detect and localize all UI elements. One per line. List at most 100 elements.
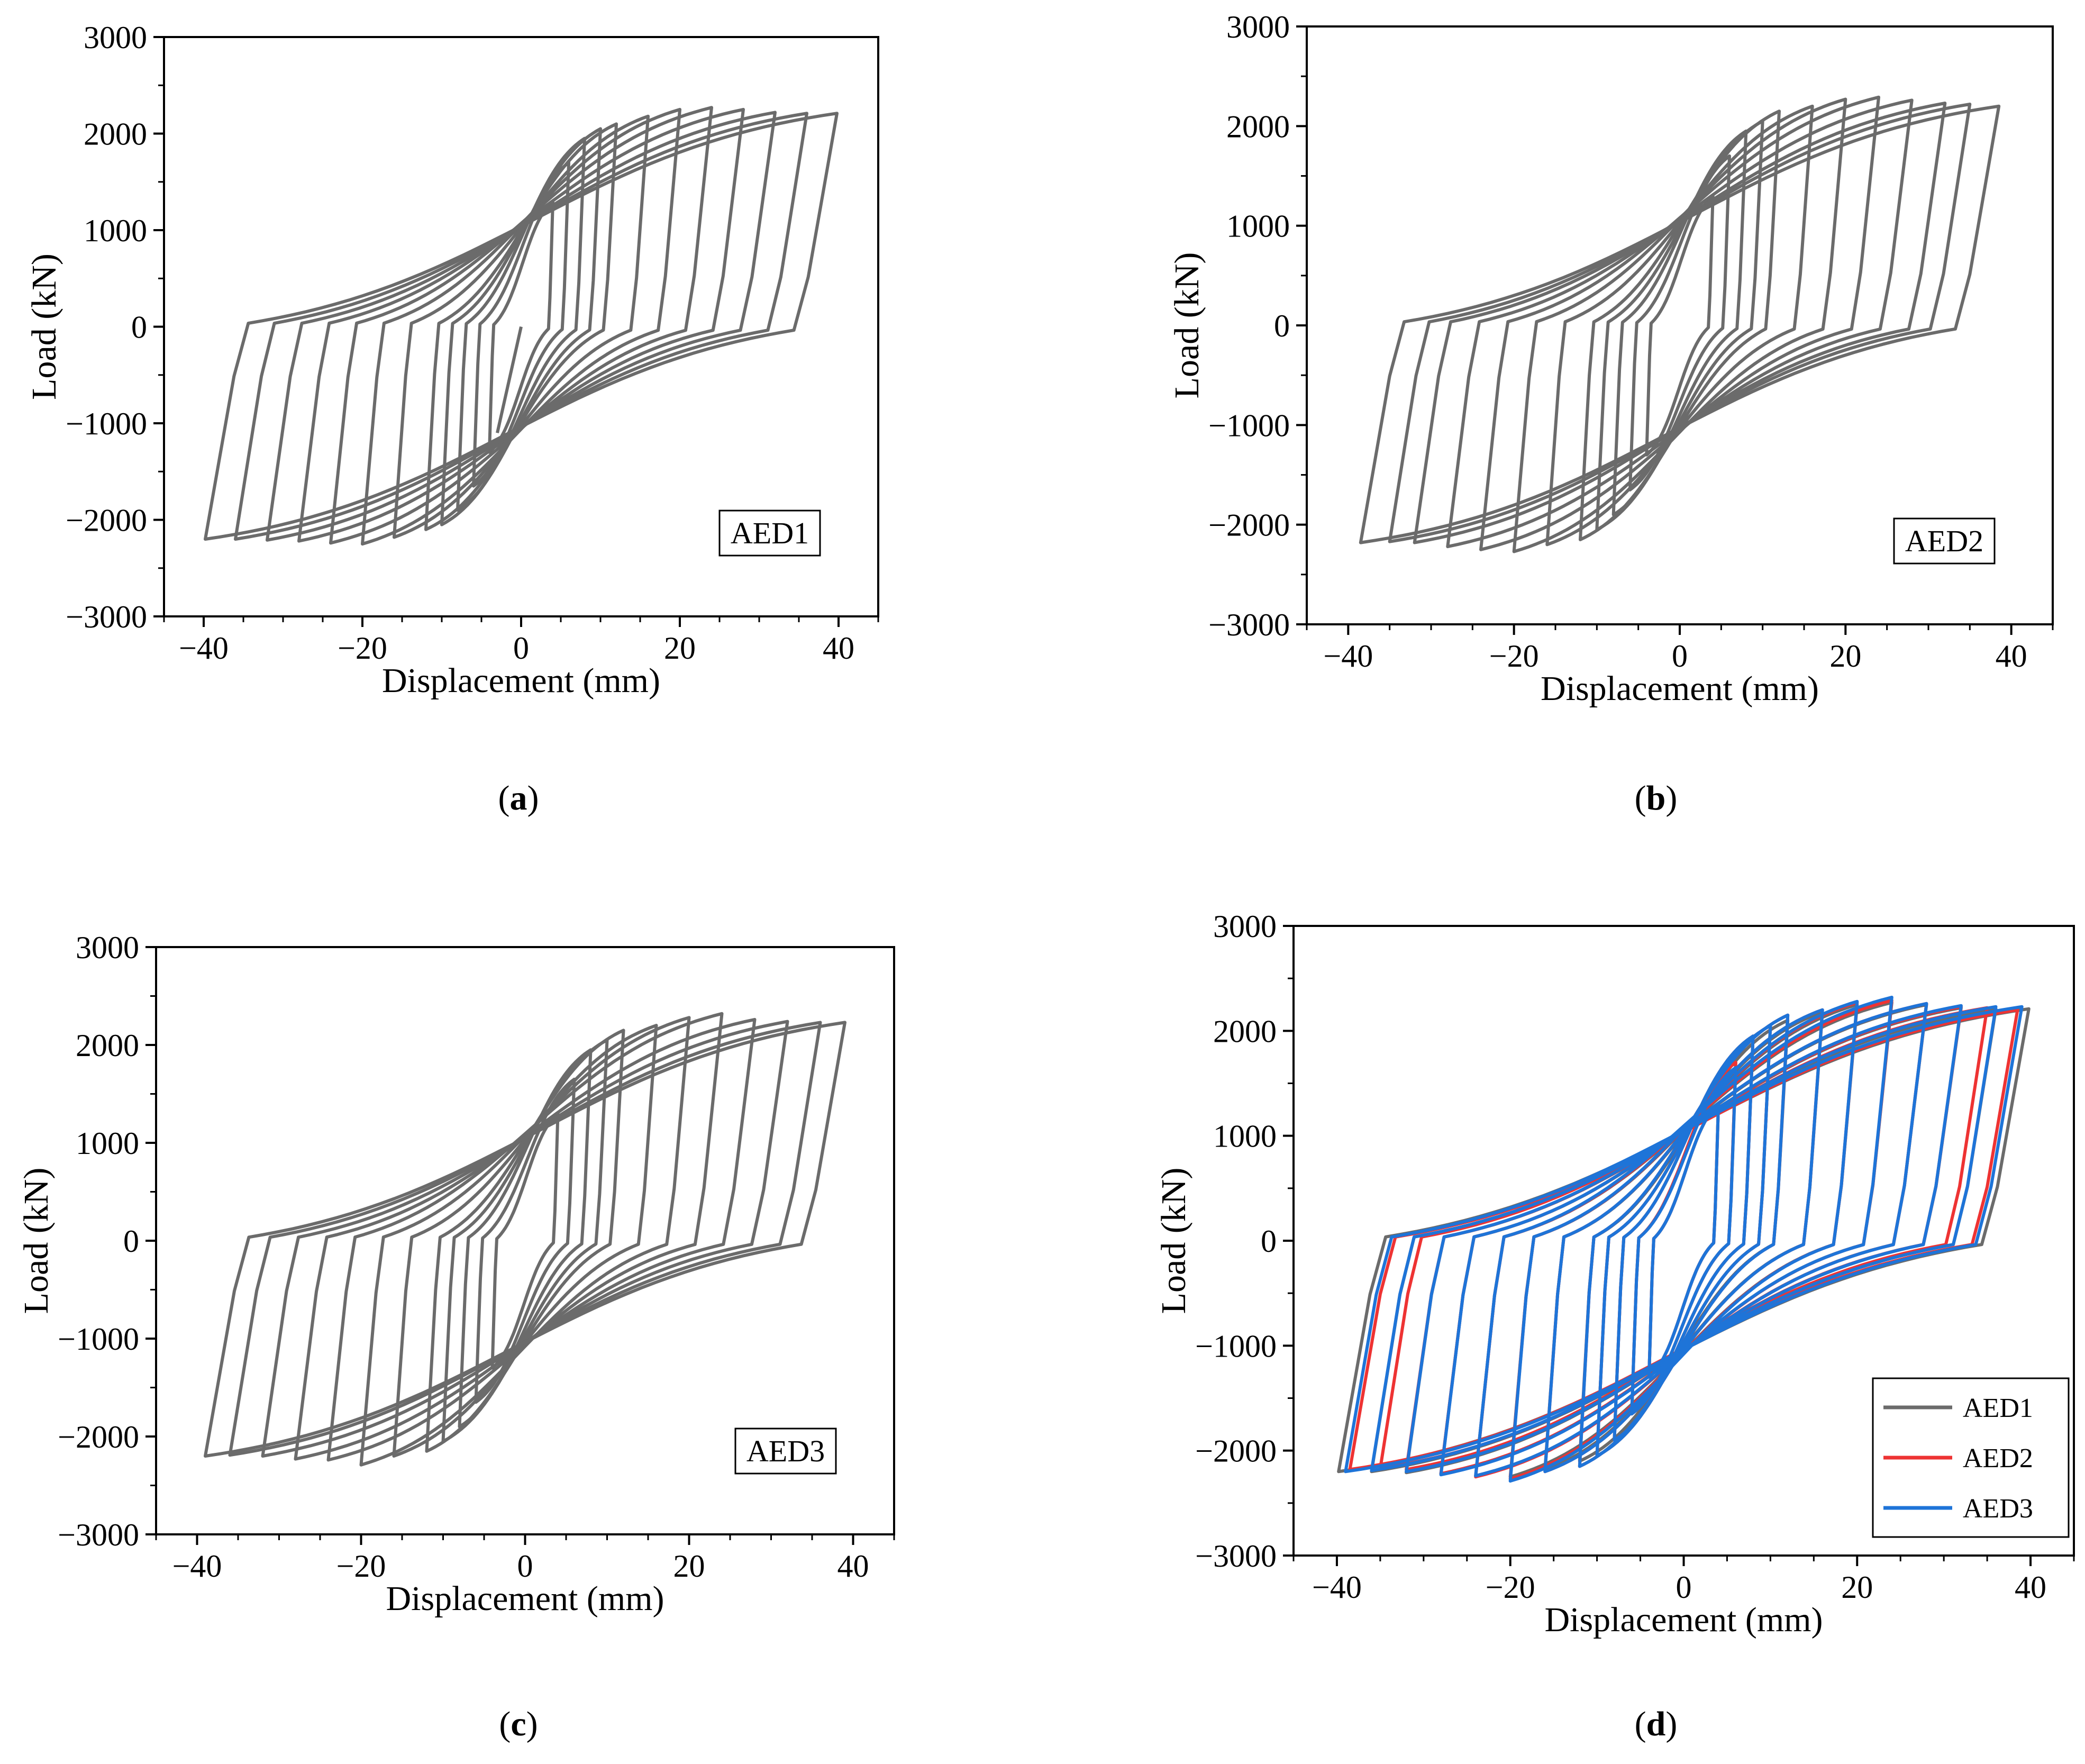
hysteresis-loop	[1578, 1013, 1790, 1468]
hysteresis-loop	[1628, 154, 1731, 492]
y-axis-title: Load (kN)	[1168, 252, 1206, 399]
hysteresis-loop	[1439, 1002, 1928, 1477]
y-tick-label: 0	[1261, 1224, 1277, 1259]
initial-loading-line	[496, 326, 523, 433]
hysteresis-loop	[261, 1020, 789, 1458]
caption-close: )	[526, 1705, 538, 1743]
hysteresis-loop	[1405, 1004, 1963, 1474]
legend-label-AED3: AED3	[1963, 1494, 2033, 1524]
x-tick-label: 20	[673, 1549, 705, 1584]
x-tick-label: 40	[1996, 639, 2027, 674]
series-AED3	[204, 1012, 846, 1467]
y-tick-label: 2000	[84, 117, 147, 152]
panel-caption: (d)	[1635, 1705, 1678, 1743]
plot-area	[1359, 95, 2001, 553]
hysteresis-loop	[204, 112, 839, 541]
y-tick-label: −2000	[1208, 508, 1290, 543]
hysteresis-loop	[1630, 1066, 1737, 1416]
hysteresis-loop	[1579, 110, 1781, 541]
hysteresis-loop	[425, 1029, 625, 1453]
x-tick-label: −20	[1489, 639, 1539, 674]
y-tick-label: 1000	[1226, 209, 1290, 244]
hysteresis-loop	[392, 1024, 658, 1458]
hysteresis-loop	[474, 1077, 576, 1404]
x-tick-label: 0	[1676, 1570, 1692, 1605]
hysteresis-loop	[424, 122, 618, 531]
hysteresis-loop	[440, 127, 602, 526]
x-tick-label: −40	[179, 631, 229, 666]
hysteresis-loop	[228, 1021, 822, 1457]
hysteresis-loop	[234, 112, 808, 541]
x-tick-label: −20	[336, 1549, 386, 1584]
x-tick-label: 0	[513, 631, 529, 666]
caption-close: )	[1665, 779, 1677, 817]
caption-open: (	[1635, 1705, 1646, 1743]
hysteresis-loop	[1630, 1060, 1737, 1416]
x-tick-label: −20	[1486, 1570, 1535, 1605]
x-tick-label: 0	[1672, 639, 1688, 674]
hysteresis-loop	[294, 1017, 757, 1461]
plot-area	[1337, 995, 2031, 1483]
legend-label-AED1: AED1	[1963, 1393, 2033, 1423]
series-label: AED1	[731, 516, 809, 550]
series-label: AED3	[746, 1434, 825, 1468]
x-axis-title: Displacement (mm)	[382, 661, 660, 700]
chart-panel-c: −40 −20 0 20 40 −3000 −2000 −1000 0 1000 2000 3000 D…	[17, 930, 895, 1743]
hysteresis-loop	[204, 1021, 846, 1458]
x-tick-label: 0	[517, 1549, 533, 1584]
hysteresis-loop	[1543, 1008, 1824, 1474]
plot-area	[204, 1012, 846, 1467]
y-tick-label: 0	[123, 1224, 139, 1259]
y-tick-label: −1000	[58, 1322, 139, 1357]
x-tick-label: 20	[1829, 639, 1861, 674]
hysteresis-loop	[1359, 104, 2001, 544]
caption-letter: c	[511, 1705, 526, 1743]
chart-panel-a: −40 −20 0 20 40 −3000 −2000 −1000 0 1000 2000 3000 D…	[25, 20, 879, 817]
hysteresis-loop	[1446, 98, 1914, 549]
y-tick-label: −2000	[1195, 1434, 1277, 1469]
caption-letter: b	[1646, 779, 1666, 817]
series-label-box	[718, 510, 821, 557]
y-axis-title: Load (kN)	[25, 253, 63, 400]
caption-open: (	[1635, 779, 1646, 817]
y-tick-label: 3000	[84, 20, 147, 55]
x-axis-title: Displacement (mm)	[1544, 1601, 1823, 1639]
y-tick-label: 2000	[1213, 1014, 1277, 1049]
y-tick-label: −1000	[1208, 408, 1290, 443]
caption-close: )	[1665, 1705, 1677, 1743]
series-label-box	[1893, 517, 1996, 565]
x-tick-label: −20	[338, 631, 387, 666]
y-tick-label: −1000	[66, 406, 147, 441]
y-tick-label: −3000	[1195, 1539, 1277, 1574]
y-tick-label: −3000	[66, 599, 147, 634]
hysteresis-loop	[297, 107, 745, 543]
hysteresis-loop	[1512, 97, 1847, 553]
hysteresis-loop	[1413, 102, 1947, 544]
hysteresis-loop	[1344, 1005, 2024, 1474]
y-tick-label: −2000	[58, 1420, 139, 1454]
caption-open: (	[499, 1705, 511, 1743]
series-AED3	[1344, 995, 2024, 1483]
series-AED2	[1359, 95, 2001, 553]
y-tick-label: 3000	[76, 930, 139, 965]
x-tick-label: 20	[664, 631, 696, 666]
y-tick-label: −3000	[58, 1517, 139, 1552]
hysteresis-loop	[266, 111, 777, 542]
y-tick-label: 2000	[1226, 109, 1290, 144]
y-tick-label: 1000	[84, 213, 147, 248]
hysteresis-loop	[1388, 102, 1972, 543]
legend-label-AED2: AED2	[1963, 1443, 2033, 1474]
chart-panel-b: −40 −20 0 20 40 −3000 −2000 −1000 0 1000 2000 3000 D…	[1168, 10, 2054, 817]
y-tick-label: 1000	[1213, 1119, 1277, 1154]
hysteresis-loop	[1370, 1005, 1998, 1472]
panel-caption: (c)	[499, 1705, 538, 1743]
hysteresis-loop	[393, 114, 650, 539]
y-tick-label: 3000	[1213, 909, 1277, 944]
y-tick-label: 0	[1274, 308, 1290, 343]
hysteresis-loop	[1474, 995, 1893, 1478]
x-tick-label: 20	[1841, 1570, 1873, 1605]
chart-panel-d: −40 −20 0 20 40 −3000 −2000 −1000 0 1000 2000 3000 D…	[1154, 909, 2075, 1743]
hysteresis-loop	[329, 106, 713, 545]
caption-letter: a	[510, 779, 527, 817]
